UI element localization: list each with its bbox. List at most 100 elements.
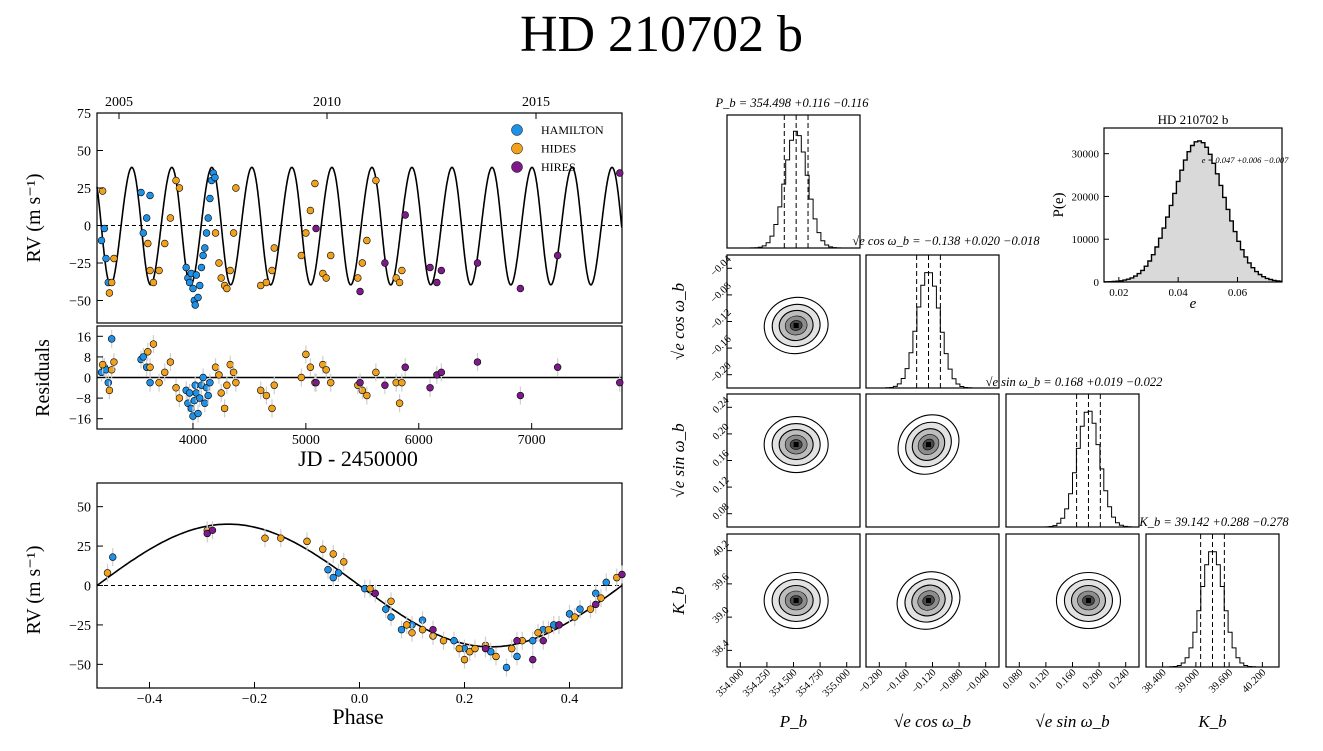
ecc-xtick-label: 0.06: [1228, 287, 1248, 299]
rv-time-point-hides: [358, 259, 367, 267]
rv-phase-xlabel: Phase: [332, 704, 383, 729]
rv-time-point-hires: [401, 211, 409, 219]
corner-xtick-label-ecos: −0.080: [937, 667, 966, 696]
corner-ytick-label-esin: 0.12: [711, 475, 732, 496]
rv-phase-point-hamilton: [450, 636, 458, 645]
rv-time-point-hamilton: [142, 214, 151, 222]
rv-time-point-hamilton: [189, 284, 197, 293]
rv-phase-point-hires: [529, 655, 537, 664]
rv-phase-xtick-label: 0.2: [456, 692, 474, 707]
rv-time-point-hamilton: [202, 229, 211, 237]
corner-xtick-label-P: 354.000: [715, 667, 747, 699]
rv-time-point-hires: [516, 284, 525, 293]
rv-time-frame: [96, 112, 623, 324]
residuals-ytick-label: −8: [76, 392, 91, 407]
ecc-ytick-label: 10000: [1072, 234, 1100, 246]
rv-phase-ytick-label: 50: [77, 501, 91, 516]
residuals-point-hamilton: [196, 394, 204, 402]
rv-time-point-hides: [107, 278, 116, 287]
corner-2d-ecos-esin-frame: [865, 393, 1000, 528]
residuals-point-hires: [437, 368, 446, 377]
ecc-hist-fill: [1104, 140, 1282, 282]
corner-ylabel-esin: √e sin ω_b: [669, 423, 688, 497]
rv-time-point-hamilton: [182, 263, 190, 272]
residuals-point-hides: [395, 399, 404, 407]
rv-time-point-hides: [229, 229, 238, 237]
rv-time-top-tick-label: 2010: [313, 95, 341, 110]
rv-time-point-hides: [110, 254, 118, 263]
rv-time-point-hires: [473, 259, 482, 267]
rv-phase-xtick-label: −0.2: [242, 692, 267, 707]
corner-xtick-label-esin: 0.240: [1107, 667, 1131, 691]
rv-phase-point-hires: [208, 526, 217, 535]
corner-ytick-label-ecos: −0.08: [709, 281, 734, 306]
corner-xtick-label-K: 39.000: [1174, 667, 1202, 695]
rv-time-ytick-label: 75: [77, 107, 91, 122]
rv-phase-point-hides: [408, 629, 416, 637]
rv-phase-point-hides: [544, 625, 553, 634]
residuals-point-hides: [226, 360, 234, 369]
residuals-point-hides: [172, 384, 180, 392]
rv-time-point-hides: [215, 259, 223, 267]
rv-time-ytick-label: 25: [77, 182, 91, 197]
rv-time-point-hides: [211, 229, 220, 237]
corner-hist-P: [727, 130, 860, 249]
residuals-point-hides: [262, 391, 271, 400]
corner-xtick-label-P: 354.500: [768, 667, 800, 699]
corner-2d-ecos-K-peak: [926, 598, 932, 603]
rv-phase-ylabel: RV (m s⁻¹): [23, 545, 45, 634]
rv-phase-point-hamilton: [502, 663, 511, 672]
corner-xlabel-ecos: √e cos ω_b: [894, 712, 971, 731]
rv-time-point-hides: [268, 266, 276, 275]
rv-phase-point-hamilton: [397, 625, 406, 634]
rv-time-top-tick-label: 2015: [522, 95, 550, 110]
residuals-point-hides: [146, 363, 154, 371]
residuals-ytick-label: 0: [84, 372, 91, 387]
residuals-ytick-label: 8: [84, 351, 91, 366]
residuals-point-hides: [161, 368, 169, 377]
rv-phase-point-hides: [597, 594, 605, 602]
rv-phase-point-hamilton: [576, 605, 584, 613]
rv-time-point-hides: [297, 251, 306, 260]
rv-phase-point-hides: [586, 605, 595, 613]
rv-phase-point-hides: [418, 625, 427, 634]
residuals-xtick-label: 6000: [405, 433, 433, 448]
corner-xtick-label-P: 354.250: [741, 667, 773, 699]
corner-ytick-label-esin: 0.16: [711, 448, 732, 469]
corner-xtick-label-esin: 0.160: [1054, 667, 1078, 691]
legend-marker-hires: [511, 161, 523, 173]
rv-phase-point-hides: [403, 621, 411, 629]
rv-phase-ytick-label: 0: [84, 580, 91, 595]
corner-ytick-label-ecos: −0.16: [709, 334, 734, 359]
rv-time-point-hires: [616, 169, 624, 177]
residuals-point-hides: [322, 366, 330, 374]
residuals-point-hides: [166, 358, 175, 366]
rv-phase-point-hamilton: [602, 578, 610, 587]
residuals-point-hides: [105, 386, 114, 395]
rv-time-point-hides: [322, 274, 330, 282]
rv-time-model-curve: [96, 166, 623, 286]
residuals-xlabel: JD - 2450000: [298, 446, 418, 471]
rv-time-point-hamilton: [139, 229, 147, 237]
corner-ytick-label-ecos: −0.20: [709, 360, 734, 385]
rv-phase-point-hides: [492, 652, 500, 661]
rv-time-point-hamilton: [204, 214, 212, 222]
corner-hist-frame-P: [726, 114, 861, 249]
corner-ytick-label-K: 39.6: [711, 572, 732, 593]
rv-phase-point-hides: [387, 597, 395, 605]
residuals-point-hides: [297, 373, 306, 382]
legend-label-hires: HIRES: [541, 160, 576, 174]
rv-time-point-hides: [217, 274, 225, 282]
ecc-xtick-label: 0.04: [1169, 287, 1189, 299]
rv-time-point-hamilton: [206, 194, 214, 203]
residuals-point-hides: [363, 391, 371, 400]
residuals-point-hamilton: [139, 353, 147, 361]
ecc-hist-outline: [1104, 140, 1282, 283]
rv-time-point-hides: [395, 278, 404, 287]
ecc-ytick-label: 30000: [1072, 149, 1100, 161]
corner-xtick-label-esin: 0.120: [1028, 667, 1052, 691]
rv-phase-point-hides: [329, 550, 337, 558]
rv-time-point-hamilton: [199, 251, 207, 260]
corner-xtick-label-ecos: −0.040: [963, 667, 992, 696]
